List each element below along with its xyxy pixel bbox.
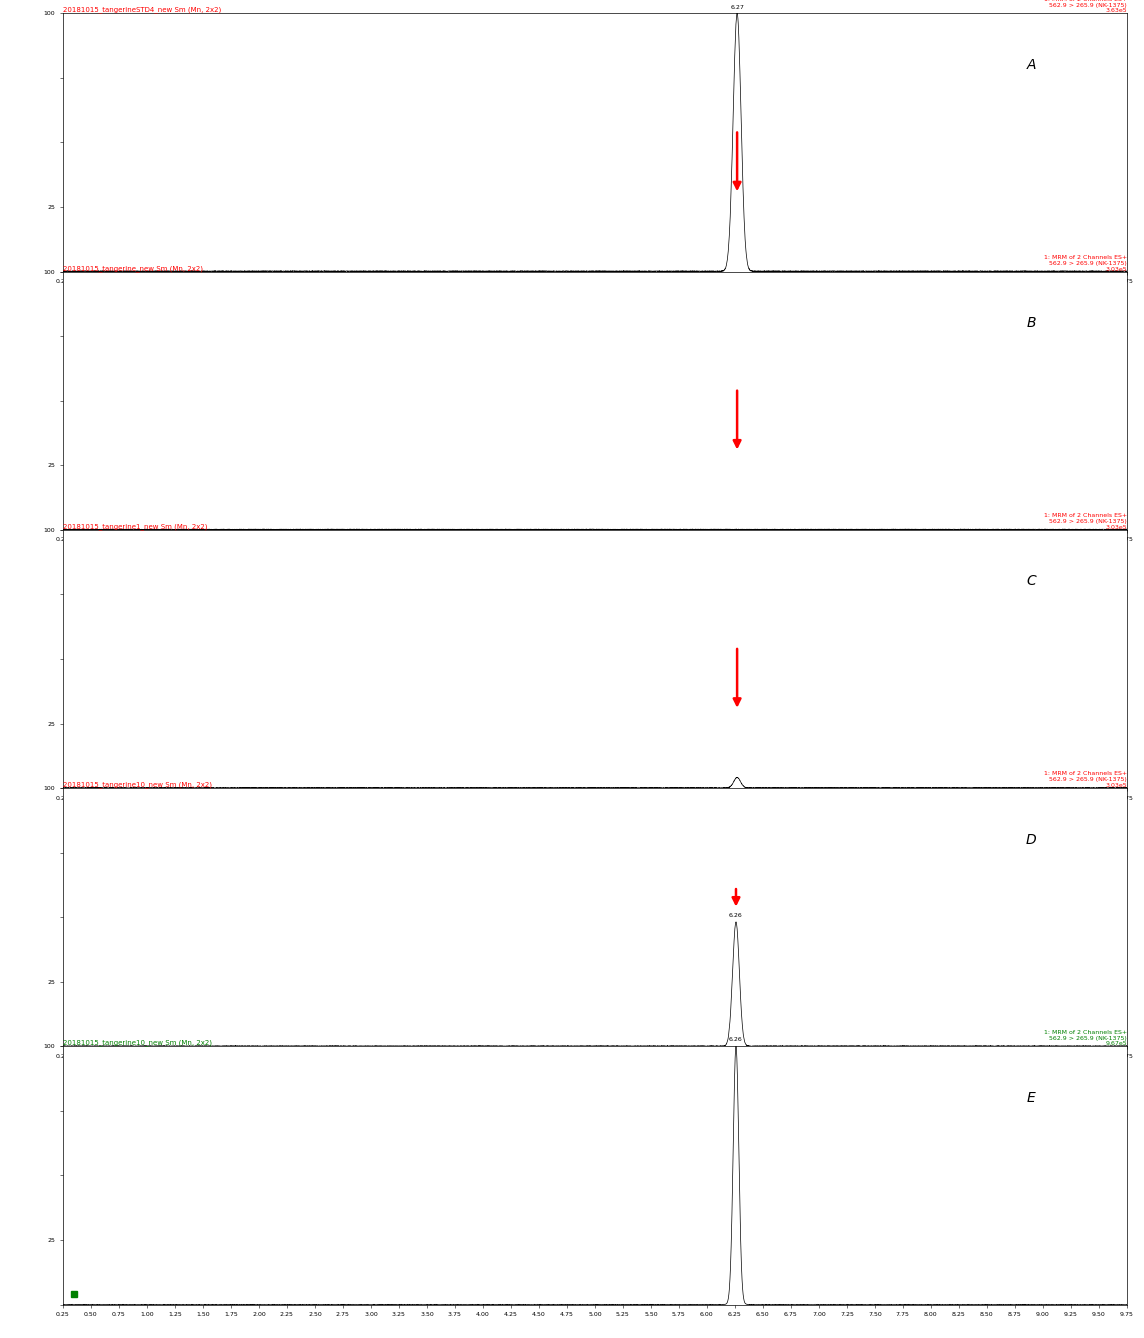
- Text: E: E: [1026, 1090, 1035, 1105]
- Text: 20181015_tangerine10_new Sm (Mn, 2x2): 20181015_tangerine10_new Sm (Mn, 2x2): [63, 1040, 212, 1046]
- Text: 1: MRM of 2 Channels ES+
562.9 > 265.9 (NK-1375)
3.03e5: 1: MRM of 2 Channels ES+ 562.9 > 265.9 (…: [1043, 256, 1127, 272]
- Text: 20181015_tangerine_new Sm (Mn, 2x2): 20181015_tangerine_new Sm (Mn, 2x2): [63, 265, 202, 272]
- Text: 1: MRM of 2 Channels ES+
562.9 > 265.9 (NK-1375)
3.03e5: 1: MRM of 2 Channels ES+ 562.9 > 265.9 (…: [1043, 514, 1127, 530]
- Text: 1: MRM of 2 Channels ES+
562.9 > 265.9 (NK-1375)
9.67e5: 1: MRM of 2 Channels ES+ 562.9 > 265.9 (…: [1043, 1030, 1127, 1046]
- Text: 1: MRM of 2 Channels ES+
562.9 > 265.9 (NK-1375)
3.63e5: 1: MRM of 2 Channels ES+ 562.9 > 265.9 (…: [1043, 0, 1127, 13]
- Text: C: C: [1026, 574, 1036, 589]
- Text: A: A: [1026, 58, 1035, 72]
- Text: 6.27: 6.27: [730, 4, 744, 9]
- Text: B: B: [1026, 316, 1035, 330]
- Text: 20181015_tangerine10_new Sm (Mn, 2x2): 20181015_tangerine10_new Sm (Mn, 2x2): [63, 781, 212, 788]
- Text: 1: MRM of 2 Channels ES+
562.9 > 265.9 (NK-1375)
3.03e5: 1: MRM of 2 Channels ES+ 562.9 > 265.9 (…: [1043, 772, 1127, 788]
- Text: 20181015_tangerine1_new Sm (Mn, 2x2): 20181015_tangerine1_new Sm (Mn, 2x2): [63, 523, 207, 530]
- Text: 20181015_tangerineSTD4_new Sm (Mn, 2x2): 20181015_tangerineSTD4_new Sm (Mn, 2x2): [63, 7, 221, 13]
- Text: D: D: [1026, 832, 1036, 847]
- Text: 6.26: 6.26: [729, 1037, 742, 1042]
- Text: 6.26: 6.26: [729, 914, 742, 918]
